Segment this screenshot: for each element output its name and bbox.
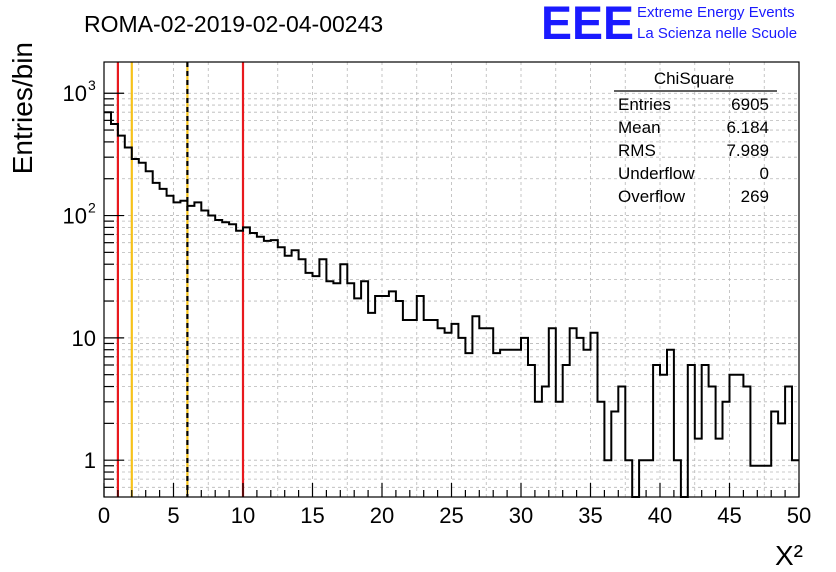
x-tick-label: 25 [439, 503, 463, 528]
stats-label: Overflow [618, 187, 686, 206]
x-tick-label: 20 [370, 503, 394, 528]
stats-box: ChiSquare Entries 6905 Mean 6.184 RMS 7.989 Un… [614, 69, 777, 206]
x-tick-label: 10 [231, 503, 255, 528]
x-tick-label: 15 [300, 503, 324, 528]
x-tick-label: 5 [167, 503, 179, 528]
stats-value: 7.989 [726, 141, 769, 160]
stats-label: Entries [618, 95, 671, 114]
run-title: ROMA-02-2019-02-04-00243 [84, 11, 383, 37]
histogram-outline [104, 111, 799, 498]
y-tick-label: 10 [63, 204, 87, 229]
stats-title: ChiSquare [654, 69, 734, 88]
y-tick-label: 1 [84, 448, 96, 473]
stats-label: Mean [618, 118, 661, 137]
stats-value: 6905 [731, 95, 769, 114]
stats-value: 0 [760, 164, 769, 183]
x-tick-label: 0 [98, 503, 110, 528]
logo-subtitle-line2: La Scienza nelle Scuole [637, 25, 797, 42]
x-tick-label: 30 [509, 503, 533, 528]
grid [104, 62, 799, 497]
x-tick-label: 40 [648, 503, 672, 528]
x-tick-label: 45 [717, 503, 741, 528]
y-tick-exponent: 2 [88, 200, 96, 216]
threshold-lines [116, 62, 245, 497]
stats-label: RMS [618, 141, 656, 160]
eee-logo: EEE [541, 0, 634, 49]
stats-value: 6.184 [726, 118, 769, 137]
x-tick-label: 50 [787, 503, 811, 528]
stats-label: Underflow [618, 164, 695, 183]
x-tick-label: 35 [578, 503, 602, 528]
y-axis-title: Entries/bin [7, 42, 38, 174]
stats-value: 269 [741, 187, 769, 206]
y-tick-exponent: 3 [88, 77, 96, 93]
x-axis-title: X² [775, 540, 803, 571]
y-tick-label: 10 [72, 326, 96, 351]
plot-frame [103, 61, 800, 498]
logo-subtitle-line1: Extreme Energy Events [637, 4, 795, 21]
y-tick-label: 10 [63, 81, 87, 106]
